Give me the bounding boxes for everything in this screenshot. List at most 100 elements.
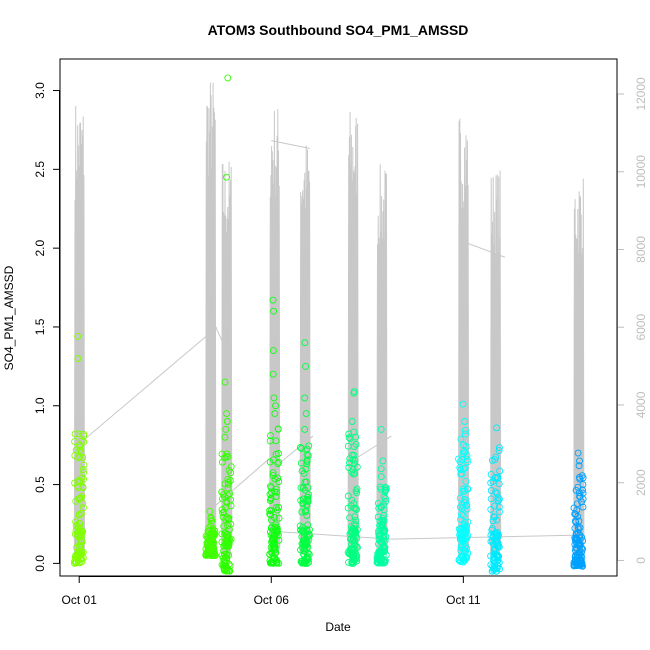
data-point — [572, 559, 580, 567]
x-tick-label: Oct 01 — [62, 593, 98, 607]
data-point — [350, 499, 358, 507]
data-point — [344, 492, 352, 500]
data-point — [76, 529, 84, 537]
data-point — [302, 362, 310, 370]
x-axis-label: Date — [325, 620, 351, 634]
data-point — [352, 529, 360, 537]
data-point — [298, 540, 306, 548]
data-point — [573, 544, 581, 551]
altitude-profile — [458, 118, 470, 555]
data-point — [303, 445, 311, 453]
data-point — [382, 495, 389, 503]
data-point — [222, 452, 230, 460]
data-point — [494, 474, 502, 481]
data-point — [353, 506, 360, 513]
data-point — [457, 470, 465, 478]
data-point — [272, 556, 279, 564]
data-point — [268, 549, 276, 557]
data-point — [272, 485, 280, 493]
data-point — [297, 496, 305, 504]
data-point — [351, 513, 359, 521]
y2-tick-label: 0 — [634, 557, 648, 564]
altitude-profile — [269, 109, 281, 555]
data-point — [76, 453, 84, 461]
data-point — [492, 538, 500, 545]
data-point — [573, 506, 581, 514]
data-point — [457, 466, 465, 473]
altitude-transit-line — [271, 530, 392, 540]
data-point — [458, 510, 465, 518]
data-point — [461, 430, 469, 438]
data-point — [272, 493, 280, 500]
data-point — [271, 475, 279, 483]
data-point — [274, 425, 282, 433]
data-point — [351, 469, 359, 477]
data-point — [344, 442, 352, 450]
data-point — [80, 461, 88, 469]
altitude-transit-line — [210, 455, 274, 511]
data-point — [78, 493, 86, 500]
plot-frame — [59, 58, 618, 577]
data-point — [299, 524, 307, 532]
data-point — [221, 454, 229, 462]
data-point — [374, 499, 382, 507]
data-point — [576, 457, 583, 465]
data-point — [459, 528, 467, 536]
data-point — [275, 458, 283, 466]
data-point — [570, 561, 578, 569]
data-point — [221, 378, 229, 386]
data-point — [495, 447, 503, 455]
data-point — [301, 339, 309, 347]
altitude-profile — [490, 170, 502, 555]
data-point — [345, 434, 353, 441]
data-point — [571, 510, 579, 518]
data-point — [208, 516, 216, 524]
data-point — [346, 535, 354, 543]
data-point — [80, 475, 87, 483]
data-point — [218, 488, 226, 496]
x-tick-label: Oct 11 — [446, 593, 481, 607]
data-point — [350, 556, 358, 564]
data-point — [487, 479, 495, 487]
data-point — [458, 501, 466, 509]
data-point — [303, 512, 311, 519]
data-point — [272, 450, 280, 458]
altitude-transit-line — [78, 326, 218, 445]
data-point — [221, 529, 229, 537]
data-point — [348, 451, 356, 459]
data-point — [267, 432, 274, 440]
data-point — [493, 542, 501, 550]
data-point — [462, 544, 470, 552]
data-point — [71, 430, 79, 438]
data-point — [205, 547, 213, 555]
data-point — [221, 493, 229, 501]
data-point — [493, 564, 501, 572]
data-point — [298, 467, 306, 475]
data-point — [269, 544, 277, 552]
data-point — [222, 516, 230, 524]
data-point — [575, 540, 583, 547]
data-point — [75, 520, 83, 527]
data-point — [572, 534, 580, 542]
data-point — [305, 532, 313, 540]
data-point — [300, 559, 308, 566]
data-point — [375, 540, 382, 548]
data-point — [209, 541, 217, 549]
data-point — [301, 541, 309, 549]
y2-tick-label: 8000 — [634, 236, 648, 263]
data-point — [462, 496, 470, 504]
data-point — [301, 425, 309, 433]
data-point — [496, 467, 504, 475]
y-tick-label: 3.0 — [33, 82, 47, 99]
data-point — [375, 551, 383, 559]
data-point — [349, 456, 357, 464]
y2-tick-label: 2000 — [634, 469, 648, 496]
data-point — [301, 394, 309, 402]
data-point — [273, 558, 281, 566]
data-point — [463, 452, 471, 459]
altitude-profile — [221, 161, 233, 555]
data-point — [267, 511, 275, 519]
data-point — [223, 173, 231, 181]
data-point — [222, 503, 230, 511]
data-point — [457, 515, 464, 523]
